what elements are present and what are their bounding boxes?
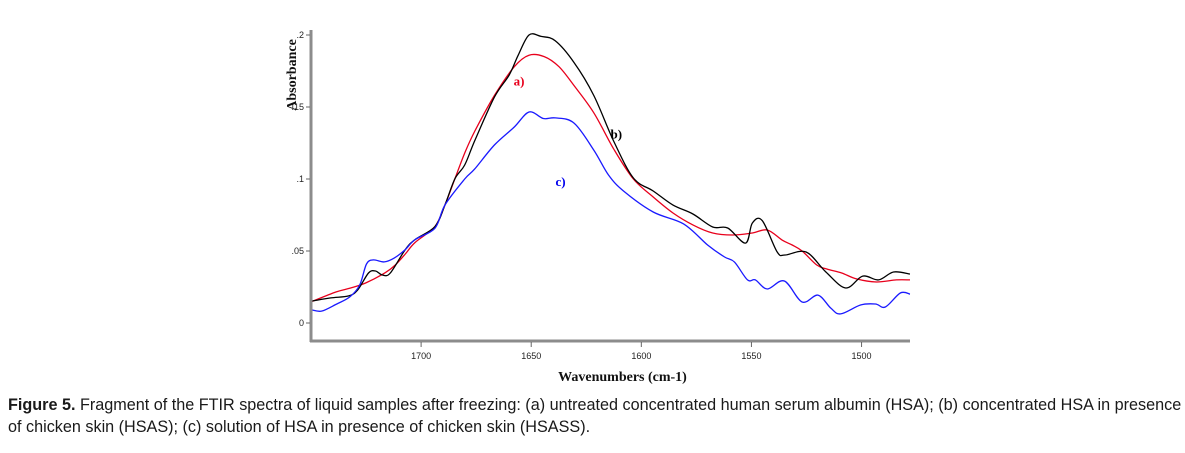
- y-tick-label: .1: [296, 174, 304, 184]
- series-line-c: [311, 111, 911, 315]
- x-tick-label: 1700: [411, 351, 431, 361]
- y-tick-label: 0: [299, 318, 304, 328]
- series-label-b: b): [611, 127, 623, 142]
- figure-caption: Figure 5. Fragment of the FTIR spectra o…: [8, 394, 1183, 438]
- series-labels: a) b) c): [514, 73, 622, 189]
- y-tick-label: .15: [291, 102, 304, 112]
- y-tick-label: .05: [291, 246, 304, 256]
- x-tick-label: 1500: [852, 351, 872, 361]
- x-tick-label: 1550: [741, 351, 761, 361]
- series-label-a: a): [514, 73, 525, 88]
- caption-text: Fragment of the FTIR spectra of liquid s…: [8, 396, 1182, 436]
- caption-label: Figure 5.: [8, 396, 76, 414]
- series-label-c: c): [555, 174, 565, 189]
- y-axis-title: Absorbance: [285, 39, 300, 111]
- y-tick-label: .2: [296, 30, 304, 40]
- ftir-chart: 0.05.1.15.2 1700 1650 1600 1550 1500 a)b)c) …: [285, 30, 911, 385]
- plot-lines: [311, 33, 911, 315]
- series-line-a: [311, 53, 911, 303]
- y-ticks: 0 .05 .1 .15 .2: [291, 30, 310, 328]
- x-tick-label: 1650: [521, 351, 541, 361]
- x-ticks: 1700 1650 1600 1550 1500: [411, 342, 872, 361]
- x-axis-title: Wavenumbers (cm-1): [558, 370, 687, 385]
- series-line-b: [311, 33, 911, 302]
- x-tick-label: 1600: [631, 351, 651, 361]
